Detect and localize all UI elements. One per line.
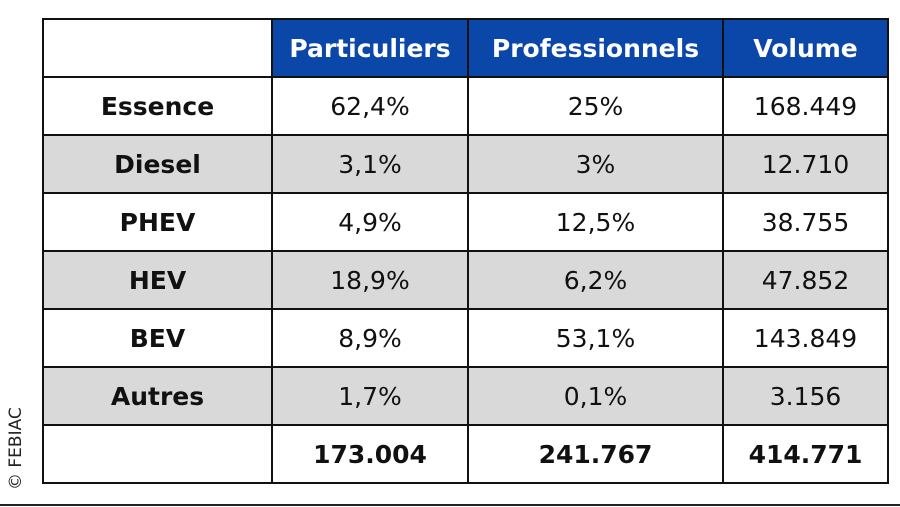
totals-row: 173.004 241.767 414.771 xyxy=(42,424,889,484)
cell: 53,1% xyxy=(467,308,724,368)
cell: 18,9% xyxy=(271,250,469,310)
cell: 143.849 xyxy=(722,308,889,368)
total-cell: 173.004 xyxy=(271,424,469,484)
cell: 38.755 xyxy=(722,192,889,252)
cell: 168.449 xyxy=(722,76,889,136)
table-row: Essence 62,4% 25% 168.449 xyxy=(42,76,889,136)
cell: 0,1% xyxy=(467,366,724,426)
row-label: Essence xyxy=(42,76,273,136)
table-row: Autres 1,7% 0,1% 3.156 xyxy=(42,366,889,426)
cell: 8,9% xyxy=(271,308,469,368)
header-professionnels: Professionnels xyxy=(467,18,724,78)
cell: 62,4% xyxy=(271,76,469,136)
header-volume: Volume xyxy=(722,18,889,78)
row-label: PHEV xyxy=(42,192,273,252)
table-row: Diesel 3,1% 3% 12.710 xyxy=(42,134,889,194)
total-cell: 414.771 xyxy=(722,424,889,484)
table-row: BEV 8,9% 53,1% 143.849 xyxy=(42,308,889,368)
cell: 12.710 xyxy=(722,134,889,194)
table-row: PHEV 4,9% 12,5% 38.755 xyxy=(42,192,889,252)
divider xyxy=(0,504,900,506)
cell: 1,7% xyxy=(271,366,469,426)
cell: 25% xyxy=(467,76,724,136)
table-row: HEV 18,9% 6,2% 47.852 xyxy=(42,250,889,310)
header-blank xyxy=(42,18,273,78)
cell: 3% xyxy=(467,134,724,194)
copyright-credit: © FEBIAC xyxy=(6,407,26,490)
cell: 4,9% xyxy=(271,192,469,252)
row-label: Autres xyxy=(42,366,273,426)
total-cell: 241.767 xyxy=(467,424,724,484)
cell: 3,1% xyxy=(271,134,469,194)
row-label: HEV xyxy=(42,250,273,310)
data-table: Particuliers Professionnels Volume Essen… xyxy=(42,18,889,484)
totals-label xyxy=(42,424,273,484)
cell: 47.852 xyxy=(722,250,889,310)
row-label: Diesel xyxy=(42,134,273,194)
cell: 12,5% xyxy=(467,192,724,252)
row-label: BEV xyxy=(42,308,273,368)
header-particuliers: Particuliers xyxy=(271,18,469,78)
header-row: Particuliers Professionnels Volume xyxy=(42,18,889,78)
cell: 6,2% xyxy=(467,250,724,310)
cell: 3.156 xyxy=(722,366,889,426)
